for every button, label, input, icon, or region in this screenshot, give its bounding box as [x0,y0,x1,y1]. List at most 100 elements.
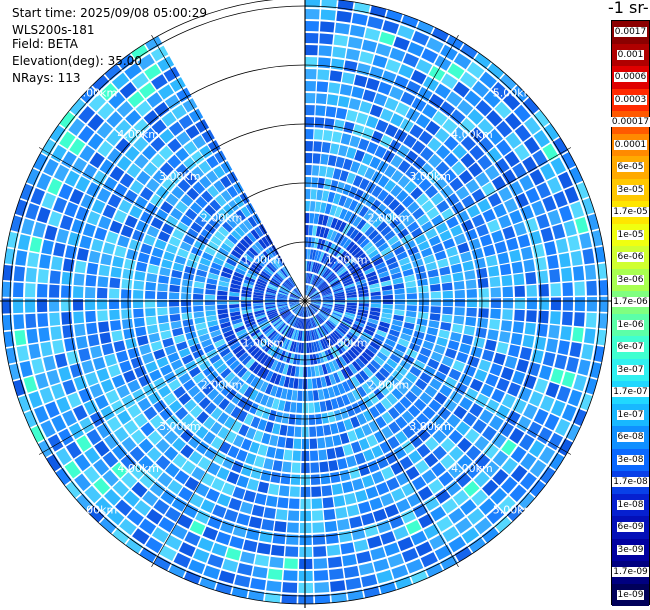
beta-cell [279,424,288,436]
beta-cell [82,223,96,238]
beta-cell [350,376,361,388]
beta-cell [393,222,406,234]
beta-cell [137,252,150,264]
beta-cell [394,294,405,300]
beta-cell [511,370,526,385]
beta-cell [197,378,210,390]
beta-cell [180,428,194,443]
beta-cell [59,215,74,231]
beta-cell [134,196,148,210]
beta-cell [371,471,385,484]
beta-cell [171,524,188,540]
beta-cell [235,348,246,359]
beta-cell [306,273,310,284]
beta-cell [314,250,319,261]
beta-cell [176,131,191,146]
beta-cell [296,402,303,413]
beta-cell [260,394,269,406]
beta-cell [365,115,379,129]
beta-cell [536,213,550,229]
beta-cell [199,145,213,159]
beta-cell [357,399,368,412]
beta-cell [108,92,126,109]
beta-cell [385,256,397,266]
beta-cell [339,84,353,96]
beta-cell [245,528,260,541]
beta-cell [397,25,415,40]
beta-cell [441,355,454,368]
beta-cell [526,421,542,438]
beta-cell [321,306,332,312]
beta-cell [212,393,225,406]
beta-cell [257,278,268,285]
beta-cell [107,148,123,164]
beta-cell [268,283,279,290]
beta-cell [92,356,106,371]
beta-cell [308,305,316,314]
beta-cell [491,432,507,449]
range-ring-label: 3.00km [409,170,451,183]
beta-cell [307,286,312,296]
beta-cell [369,5,387,18]
beta-cell [344,492,357,505]
beta-cell [295,317,300,328]
beta-cell [355,373,365,385]
beta-cell [583,328,596,344]
beta-cell [469,378,484,392]
beta-cell [537,427,553,445]
beta-cell [356,112,369,125]
beta-cell [506,237,519,251]
beta-cell [262,324,272,333]
beta-cell [146,92,163,108]
beta-cell [264,421,274,433]
beta-cell [411,336,423,346]
beta-cell [64,170,80,187]
beta-cell [276,321,285,331]
beta-cell [324,203,332,215]
beta-cell [286,314,294,323]
beta-cell [510,332,523,346]
beta-cell [354,189,364,201]
beta-cell [229,311,241,317]
beta-cell [416,214,430,226]
beta-cell [362,409,374,422]
beta-cell [124,62,142,80]
beta-cell [364,226,375,237]
colorbar-cell: 1e-07 [612,403,649,426]
beta-cell [310,450,319,461]
beta-cell [2,314,13,331]
beta-cell [598,279,608,296]
beta-cell [478,308,489,318]
beta-cell [236,328,247,337]
beta-cell [232,275,243,283]
beta-cell [409,366,422,377]
beta-cell [529,230,542,245]
beta-cell [425,120,441,136]
beta-cell [212,504,227,519]
beta-cell [466,289,477,298]
beta-cell [501,393,516,409]
beta-cell [231,318,243,325]
beta-cell [432,111,448,126]
beta-cell [329,70,343,82]
beta-cell [10,215,23,233]
beta-cell [336,10,352,23]
beta-cell [241,355,252,366]
beta-cell [358,354,369,366]
range-ring-label: 2.00km [368,212,410,225]
beta-cell [306,306,311,317]
beta-cell [232,524,248,538]
beta-cell [418,178,432,192]
beta-cell [243,399,254,412]
beta-cell [233,363,244,375]
beta-cell [356,253,367,263]
beta-cell [322,305,333,310]
beta-cell [387,375,400,387]
beta-cell [261,368,270,380]
beta-cell [102,242,116,255]
beta-cell [535,257,547,271]
beta-cell [186,228,199,240]
beta-cell [374,145,387,159]
beta-cell [294,288,302,297]
beta-cell [370,375,382,387]
